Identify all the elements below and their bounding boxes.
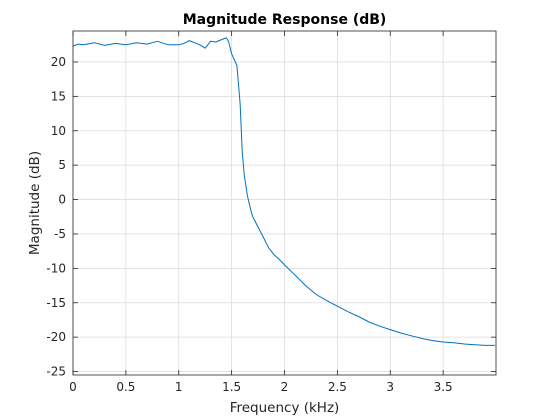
axis-ticks: 0 0.5 1 1.5 2 2.5 3 3.5 -25 -20 -15 -10 -5 0 5 10 15 20: [46, 31, 496, 394]
y-tick-label: 10: [51, 124, 66, 138]
y-tick-label: 0: [58, 193, 66, 207]
x-tick-label: 0.5: [116, 380, 135, 394]
y-tick-label: -10: [46, 261, 66, 275]
y-tick-label: -5: [54, 227, 66, 241]
grid: [72, 31, 496, 375]
data-series: [72, 37, 495, 346]
x-tick-label: 1: [175, 380, 183, 394]
x-tick-label: 3.5: [434, 380, 453, 394]
y-axis-label: Magnitude (dB): [27, 151, 43, 255]
y-tick-label: -15: [46, 296, 66, 310]
y-tick-label: -25: [46, 365, 66, 379]
y-tick-label: 15: [51, 89, 66, 103]
x-tick-label: 0: [69, 380, 77, 394]
plot-area-frame: [72, 30, 497, 376]
y-tick-label: 5: [58, 158, 66, 172]
x-tick-label: 2: [281, 380, 289, 394]
y-tick-label: 20: [51, 55, 66, 69]
x-tick-label: 3: [386, 380, 394, 394]
x-axis-label: Frequency (kHz): [230, 400, 340, 416]
x-tick-label: 2.5: [328, 380, 347, 394]
magnitude-line: [72, 37, 495, 346]
y-tick-label: -20: [46, 330, 66, 344]
x-tick-label: 1.5: [222, 380, 241, 394]
chart-title: Magnitude Response (dB): [183, 12, 387, 28]
